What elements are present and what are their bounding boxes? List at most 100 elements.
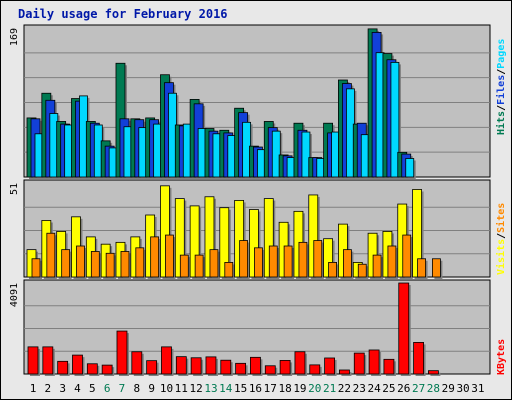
bar-sites-day-15 [239,240,249,278]
bar-sites-day-8 [135,247,145,278]
bar-sites-day-20 [313,240,323,278]
bar-sites-day-25 [387,245,397,278]
bar-visits-day-14 [219,207,230,278]
bar-pages-day-26 [405,158,415,178]
legend-hits: Hits [495,111,507,135]
xtick-day-6: 6 [104,382,111,395]
bar-kbytes-day-16 [250,356,261,375]
xtick-day-17: 17 [264,382,277,395]
bar-kbytes-day-6 [101,364,113,375]
bar-sites-day-6 [105,252,115,278]
bar-kbytes-day-18 [279,360,291,375]
bar-kbytes-day-12 [190,357,202,375]
xtick-day-13: 13 [204,382,217,395]
bar-kbytes-day-20 [309,364,321,375]
bar-sites-day-12 [194,254,204,278]
bar-visits-day-13 [204,196,215,278]
xtick-day-28: 28 [427,382,440,395]
bar-kbytes-day-28 [428,370,439,375]
bar-pages-day-17 [271,130,281,178]
xtick-day-2: 2 [45,382,52,395]
page-title: Daily usage for February 2016 [18,7,228,21]
panel-bottom-legend: KBytes [496,339,507,375]
bar-sites-day-2 [46,232,56,278]
xtick-day-23: 23 [353,382,366,395]
xtick-day-21: 21 [323,382,336,395]
legend-visits: Visits [495,239,507,275]
bar-kbytes-day-27 [413,342,424,375]
bar-kbytes-day-23 [353,352,365,375]
legend-separator: / [496,233,507,239]
bar-sites-day-23 [357,263,367,278]
xtick-day-9: 9 [148,382,155,395]
xtick-day-1: 1 [30,382,37,395]
legend-separator: / [496,105,507,111]
bar-sites-day-13 [209,249,219,278]
bar-sites-day-27 [417,258,426,278]
bar-kbytes-day-5 [86,363,98,375]
bar-visits-day-16 [249,209,259,278]
xtick-day-14: 14 [219,382,233,395]
legend-sites: Sites [495,203,507,233]
xtick-day-29: 29 [442,382,455,395]
xtick-day-25: 25 [382,382,395,395]
bar-kbytes-day-13 [205,356,217,375]
bar-visits-day-15 [234,200,245,278]
bar-pages-day-19 [301,131,311,178]
xtick-day-11: 11 [175,382,188,395]
bar-kbytes-day-11 [175,356,187,375]
bar-kbytes-day-19 [294,351,306,375]
bar-kbytes-day-24 [368,349,380,375]
bar-sites-day-26 [402,234,412,278]
panel-middle-legend: Visits/Sites [495,203,507,275]
bar-kbytes-day-15 [235,362,247,375]
panel-middle-ytick: 51 [9,183,20,195]
xtick-day-20: 20 [308,382,321,395]
bar-kbytes-day-26 [398,282,410,375]
bar-sites-day-17 [268,245,278,278]
bar-visits-day-10 [160,185,170,278]
bar-sites-day-21 [328,262,338,278]
xtick-day-5: 5 [89,382,96,395]
bar-visits-day-27 [412,189,422,278]
xtick-day-22: 22 [338,382,351,395]
legend-pages: Pages [496,39,507,69]
bar-sites-day-1 [31,258,41,278]
bar-sites-day-5 [90,251,100,278]
xtick-day-15: 15 [234,382,247,395]
bar-kbytes-day-2 [42,346,54,375]
bar-kbytes-day-25 [383,358,395,375]
bar-visits-day-20 [308,194,319,278]
bar-sites-day-3 [61,249,71,278]
bar-visits-day-11 [174,198,185,278]
legend-kbytes: KBytes [496,339,507,375]
panel-top-legend: Hits/Files/Pages [495,39,507,135]
bar-sites-day-16 [254,247,263,278]
bar-kbytes-day-8 [131,351,143,375]
xtick-day-3: 3 [59,382,66,395]
xtick-day-16: 16 [249,382,262,395]
xtick-day-18: 18 [278,382,291,395]
bar-visits-day-12 [189,205,200,278]
xtick-day-30: 30 [456,382,469,395]
bar-pages-day-25 [390,61,400,178]
xtick-day-8: 8 [133,382,140,395]
bar-kbytes-day-17 [264,365,276,375]
xtick-day-12: 12 [190,382,203,395]
bar-sites-day-4 [76,245,85,278]
xtick-day-31: 31 [471,382,484,395]
xtick-day-26: 26 [397,382,410,395]
panel-bottom-ytick: 4091 [9,283,20,307]
xtick-day-27: 27 [412,382,425,395]
xtick-day-10: 10 [160,382,173,395]
bar-visits-day-17 [263,198,274,278]
bar-kbytes-day-9 [146,360,158,375]
xtick-day-24: 24 [367,382,381,395]
bar-sites-day-18 [283,245,293,278]
bar-sites-day-10 [165,234,174,278]
xtick-day-4: 4 [74,382,81,395]
bar-sites-day-9 [150,236,160,278]
xtick-day-19: 19 [293,382,306,395]
bar-kbytes-day-1 [27,346,39,375]
